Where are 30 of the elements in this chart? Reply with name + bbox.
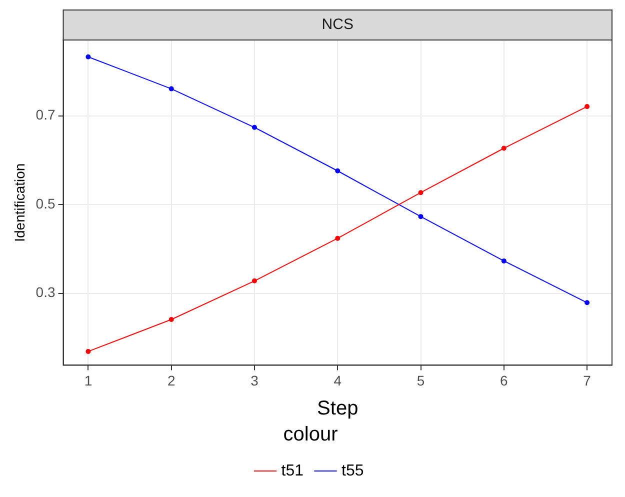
point	[252, 124, 257, 130]
legend-label: t55	[342, 462, 364, 480]
y-tick-label: 0.5	[36, 195, 56, 212]
point	[584, 104, 590, 110]
legend-title: colour	[283, 424, 338, 446]
point	[418, 214, 424, 220]
x-tick-label: 4	[334, 372, 342, 388]
point	[168, 86, 174, 92]
point	[335, 236, 340, 241]
y-tick-label: 0.7	[36, 106, 56, 123]
point	[86, 54, 91, 60]
x-tick-label: 6	[500, 372, 508, 388]
point	[584, 300, 590, 306]
x-tick-label: 3	[250, 372, 259, 388]
x-tick-label: 1	[84, 372, 92, 388]
x-axis-title: Step	[317, 398, 358, 420]
point	[86, 348, 91, 354]
x-tick-label: 2	[167, 372, 176, 388]
point	[168, 317, 174, 322]
point	[335, 168, 340, 174]
legend-label: t51	[281, 462, 304, 480]
point	[501, 258, 506, 264]
x-tick-label: 7	[583, 372, 592, 388]
y-tick-label: 0.3	[36, 284, 56, 300]
x-tick-label: 5	[416, 372, 425, 388]
point	[418, 190, 424, 196]
point	[501, 146, 506, 151]
y-axis-title: Identification	[11, 163, 28, 242]
point	[252, 278, 257, 284]
chart-title: NCS	[322, 16, 354, 34]
